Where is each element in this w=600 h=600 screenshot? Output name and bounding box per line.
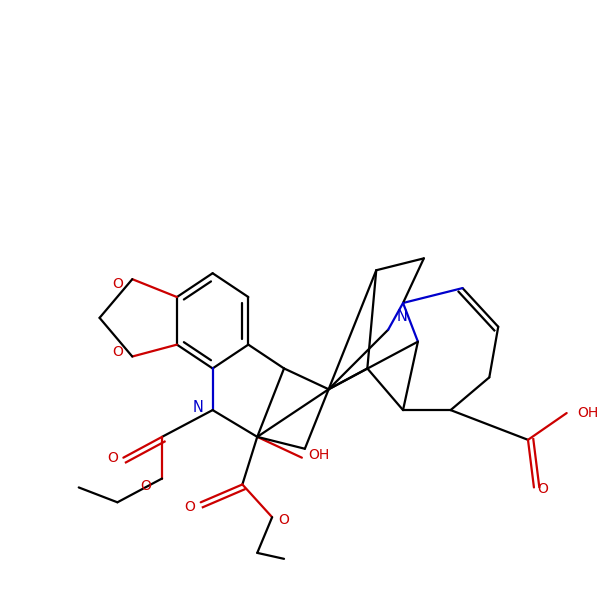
- Text: O: O: [278, 513, 289, 527]
- Text: N: N: [397, 308, 407, 323]
- Text: N: N: [193, 400, 203, 415]
- Text: O: O: [140, 479, 151, 493]
- Text: OH: OH: [308, 448, 329, 462]
- Text: O: O: [538, 482, 548, 496]
- Text: O: O: [107, 451, 118, 464]
- Text: O: O: [185, 500, 196, 514]
- Text: OH: OH: [577, 406, 598, 420]
- Text: O: O: [112, 277, 123, 291]
- Text: O: O: [112, 345, 123, 359]
